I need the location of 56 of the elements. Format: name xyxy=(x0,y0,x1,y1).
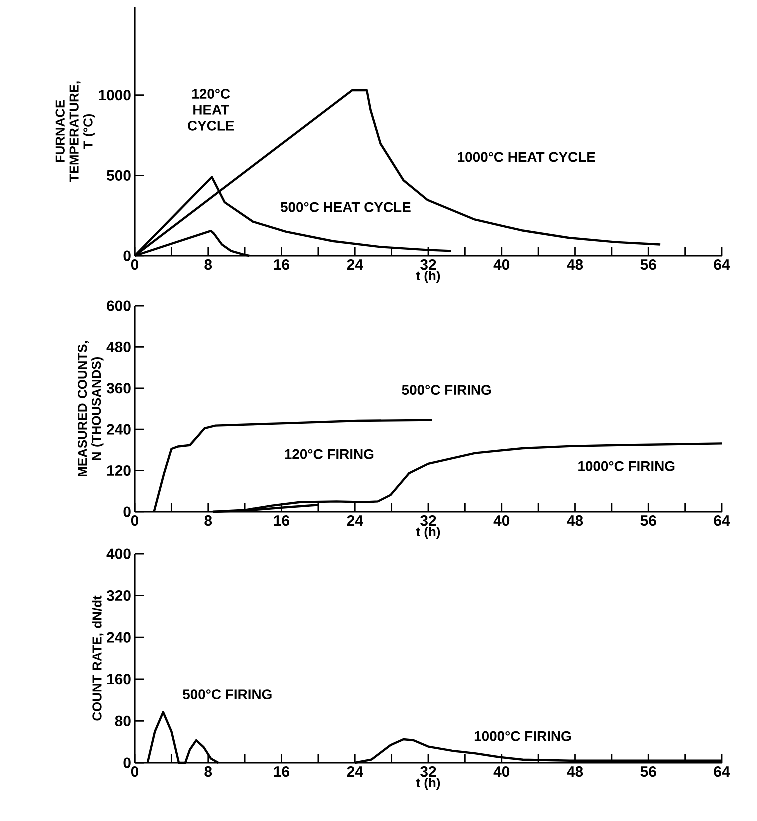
y-tick-label: 400 xyxy=(106,548,131,560)
y-tick-label: 80 xyxy=(115,716,131,726)
x-tick-label: 56 xyxy=(640,766,656,778)
x-tick-label: 40 xyxy=(494,766,510,778)
x-tick-label: 8 xyxy=(204,260,212,270)
x-tick-label: 56 xyxy=(640,260,656,270)
x-tick-label: 48 xyxy=(567,766,584,778)
annotation: 120°C HEAT CYCLE xyxy=(188,89,234,131)
annotation: 1000°C FIRING xyxy=(578,461,675,472)
y-tick-label: 360 xyxy=(106,383,131,394)
x-axis-title: t (h) xyxy=(416,270,440,284)
y-axis-title: MEASURED COUNTS, N (THOUSANDS) xyxy=(78,342,104,476)
y-tick-label: 1000 xyxy=(99,90,131,101)
y-axis-title: COUNT RATE, dN/dt xyxy=(92,596,104,721)
y-tick-label: 500 xyxy=(107,170,131,181)
annotation: 1000°C HEAT CYCLE xyxy=(458,152,596,162)
x-tick-label: 16 xyxy=(274,260,290,270)
x-tick-label: 16 xyxy=(274,516,290,526)
y-tick-label: 0 xyxy=(124,506,131,518)
x-tick-label: 32 xyxy=(420,766,436,778)
x-tick-label: 0 xyxy=(131,516,139,526)
x-tick-label: 32 xyxy=(420,260,436,270)
y-tick-label: 240 xyxy=(107,632,131,643)
y-tick-label: 0 xyxy=(124,758,131,768)
x-tick-label: 64 xyxy=(714,516,730,526)
x-tick-label: 0 xyxy=(131,766,139,778)
x-tick-label: 8 xyxy=(204,516,212,526)
x-tick-label: 64 xyxy=(714,260,730,270)
y-tick-label: 0 xyxy=(124,250,131,262)
annotation: 120°C FIRING xyxy=(285,449,374,460)
annotation: 500°C FIRING xyxy=(402,385,491,396)
x-tick-label: 0 xyxy=(131,260,139,270)
y-tick-label: 600 xyxy=(107,300,131,312)
y-tick-label: 320 xyxy=(106,590,131,602)
x-axis-title: t (h) xyxy=(416,526,440,540)
annotation: 1000°C FIRING xyxy=(474,731,571,742)
x-tick-label: 32 xyxy=(420,516,436,526)
annotation: 500°C FIRING xyxy=(183,690,272,700)
x-tick-label: 24 xyxy=(347,766,364,777)
x-tick-label: 40 xyxy=(494,260,510,270)
y-tick-label: 120 xyxy=(107,465,131,476)
x-tick-label: 48 xyxy=(567,516,584,526)
x-tick-label: 8 xyxy=(204,766,212,778)
y-axis-title: FURNACE TEMPERATURE, T (°C) xyxy=(56,82,96,182)
y-tick-label: 160 xyxy=(107,674,131,685)
x-tick-label: 16 xyxy=(274,766,290,778)
y-tick-label: 240 xyxy=(107,424,131,435)
x-tick-label: 64 xyxy=(714,766,730,778)
x-tick-label: 24 xyxy=(347,260,364,270)
x-tick-label: 40 xyxy=(494,516,510,526)
x-tick-label: 24 xyxy=(347,516,364,526)
x-tick-label: 56 xyxy=(640,516,656,526)
x-tick-label: 48 xyxy=(567,260,584,270)
annotation: 500°C HEAT CYCLE xyxy=(280,202,411,212)
y-tick-label: 480 xyxy=(106,342,131,352)
x-axis-title: t (h) xyxy=(416,778,440,790)
